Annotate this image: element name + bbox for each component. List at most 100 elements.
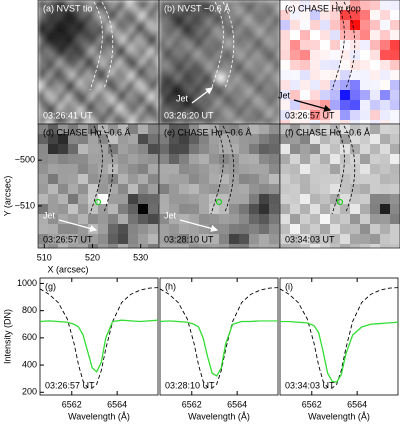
pixel xyxy=(175,104,180,109)
pixel xyxy=(74,76,79,81)
pixel xyxy=(142,0,147,5)
pixel xyxy=(207,40,212,45)
pixel xyxy=(118,116,123,121)
pixel xyxy=(370,80,381,91)
pixel xyxy=(191,72,196,77)
pixel xyxy=(102,88,107,93)
pixel xyxy=(243,52,248,57)
pixel xyxy=(138,32,143,37)
pixel xyxy=(130,20,135,25)
pixel xyxy=(58,40,63,45)
pixel xyxy=(90,68,95,73)
pixel xyxy=(74,44,79,49)
pixel xyxy=(146,60,151,65)
pixel xyxy=(68,224,79,235)
pixel xyxy=(150,0,155,5)
pixel xyxy=(163,56,168,61)
pixel xyxy=(82,116,87,121)
pixel xyxy=(159,164,170,175)
pixel xyxy=(380,50,391,61)
pixel xyxy=(98,76,103,81)
pixel xyxy=(138,80,143,85)
pixel xyxy=(243,60,248,65)
pixel xyxy=(82,60,87,65)
pixel xyxy=(138,88,143,93)
pixel xyxy=(211,28,216,33)
pixel xyxy=(259,100,264,105)
pixel xyxy=(280,80,291,91)
pixel xyxy=(126,32,131,37)
pixel xyxy=(235,68,240,73)
pixel xyxy=(146,20,151,25)
pixel xyxy=(263,92,268,97)
pixel xyxy=(215,64,220,69)
pixel xyxy=(118,100,123,105)
pixel xyxy=(66,120,71,125)
pixel xyxy=(102,16,107,21)
pixel xyxy=(223,56,228,61)
pixel xyxy=(320,204,331,215)
pixel xyxy=(108,234,119,245)
pixel xyxy=(243,64,248,69)
pixel xyxy=(211,8,216,13)
pixel xyxy=(106,116,111,121)
pixel xyxy=(199,244,210,249)
pixel xyxy=(110,120,115,125)
panel-label: (b) NVST −0.6 Å xyxy=(164,3,230,13)
pixel xyxy=(159,120,164,125)
pixel xyxy=(239,52,244,57)
pixel xyxy=(269,124,280,135)
pixel xyxy=(229,164,240,175)
pixel xyxy=(183,28,188,33)
pixel xyxy=(82,24,87,29)
pixel xyxy=(183,16,188,21)
pixel xyxy=(163,108,168,113)
pixel xyxy=(38,108,43,113)
pixel xyxy=(370,214,381,225)
pixel xyxy=(70,24,75,29)
pixel xyxy=(78,4,83,9)
pixel xyxy=(106,36,111,41)
pixel xyxy=(94,108,99,113)
pixel xyxy=(219,234,230,245)
pixel xyxy=(130,56,135,61)
pixel xyxy=(251,108,256,113)
pixel xyxy=(126,44,131,49)
pixel xyxy=(267,96,272,101)
pixel xyxy=(38,104,43,109)
pixel xyxy=(255,72,260,77)
pixel xyxy=(219,104,224,109)
pixel xyxy=(340,184,351,195)
pixel xyxy=(255,28,260,33)
pixel xyxy=(275,36,280,41)
pixel xyxy=(209,184,220,195)
image-texture xyxy=(38,124,160,249)
pixel xyxy=(78,120,83,125)
pixel xyxy=(74,8,79,13)
pixel xyxy=(46,112,51,117)
pixel xyxy=(142,44,147,49)
pixel xyxy=(74,56,79,61)
pixel xyxy=(390,100,400,111)
pixel xyxy=(86,36,91,41)
pixel xyxy=(70,32,75,37)
pixel xyxy=(380,10,391,21)
pixel xyxy=(142,64,147,69)
pixel xyxy=(259,112,264,117)
pixel xyxy=(167,64,172,69)
pixel xyxy=(271,24,276,29)
pixel xyxy=(187,64,192,69)
pixel xyxy=(179,76,184,81)
pixel xyxy=(267,112,272,117)
pixel xyxy=(98,20,103,25)
pixel xyxy=(239,144,250,155)
pixel xyxy=(66,76,71,81)
pixel xyxy=(118,40,123,45)
pixel xyxy=(54,64,59,69)
pixel xyxy=(82,68,87,73)
pixel xyxy=(98,64,103,69)
pixel xyxy=(110,108,115,113)
pixel xyxy=(271,16,276,21)
pixel xyxy=(271,76,276,81)
pixel xyxy=(267,76,272,81)
